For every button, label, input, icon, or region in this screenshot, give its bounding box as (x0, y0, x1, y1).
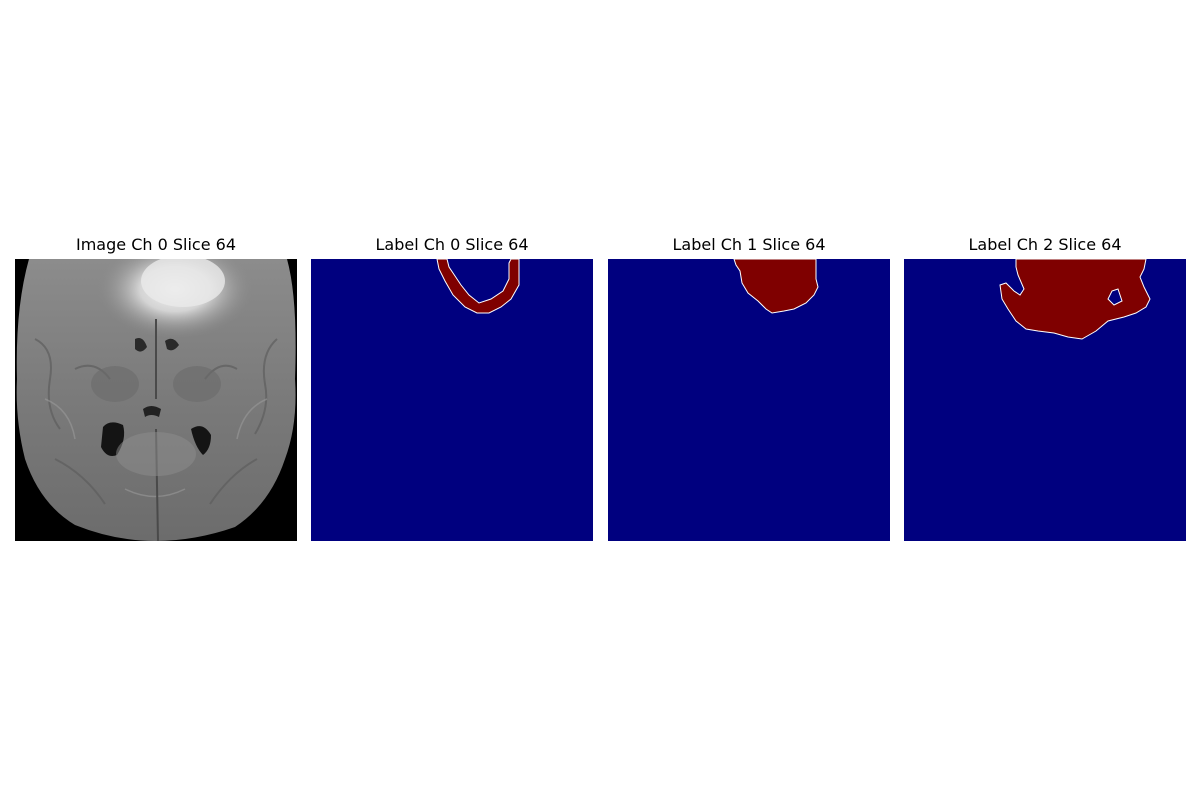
panel-title: Image Ch 0 Slice 64 (76, 235, 236, 254)
panel-image-ch0: Image Ch 0 Slice 64 (15, 232, 297, 541)
panel-label-ch2: Label Ch 2 Slice 64 (904, 232, 1186, 541)
panel-title: Label Ch 0 Slice 64 (375, 235, 529, 254)
panel-title: Label Ch 2 Slice 64 (968, 235, 1122, 254)
panel-label-ch0: Label Ch 0 Slice 64 (311, 232, 593, 541)
mask-region (436, 259, 520, 314)
label-mask-ch0 (311, 259, 593, 541)
panel-label-ch1: Label Ch 1 Slice 64 (608, 232, 890, 541)
mri-slice-image (15, 259, 297, 541)
panel-title: Label Ch 1 Slice 64 (672, 235, 826, 254)
brain-tissue (16, 259, 296, 541)
label-mask-ch1 (608, 259, 890, 541)
ventricle-right (191, 426, 211, 455)
mask-region (733, 259, 819, 314)
mask-region (999, 259, 1151, 340)
label-mask-ch2 (904, 259, 1186, 541)
